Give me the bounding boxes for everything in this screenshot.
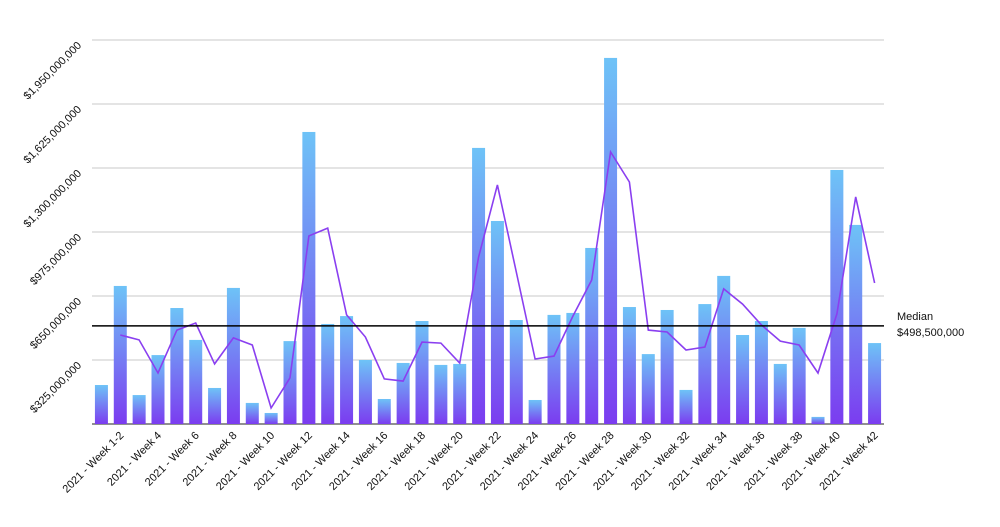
y-tick-label: $325,000,000: [28, 360, 84, 416]
bar: [660, 309, 674, 424]
bar: [849, 224, 863, 424]
bar: [622, 307, 636, 424]
bar: [868, 343, 882, 424]
bar: [453, 363, 467, 424]
y-tick-label: $1,625,000,000: [22, 104, 85, 167]
median-name: Median: [897, 311, 933, 323]
bar: [226, 287, 240, 424]
bar: [830, 169, 844, 424]
bar: [208, 387, 222, 424]
bar: [792, 327, 806, 424]
bar: [340, 316, 354, 424]
bar: [132, 395, 146, 424]
bar: [377, 398, 391, 424]
bar: [434, 364, 448, 424]
bar: [302, 131, 316, 424]
trend-line: [120, 149, 876, 410]
median-label: $498,500,000: [897, 327, 964, 339]
bar: [604, 57, 618, 425]
bar: [283, 341, 297, 424]
bar: [773, 363, 787, 424]
bar: [490, 220, 504, 424]
y-tick-label: $1,950,000,000: [22, 40, 85, 103]
bar: [754, 321, 768, 424]
bar: [811, 416, 825, 424]
bar: [509, 320, 523, 424]
bar: [679, 389, 693, 424]
bar: [547, 314, 561, 424]
bar: [151, 355, 165, 424]
bar: [472, 147, 486, 424]
bar: [189, 339, 203, 424]
y-tick-label: $1,300,000,000: [22, 168, 85, 231]
bar: [321, 323, 335, 424]
bar: [396, 362, 410, 424]
bar: [264, 412, 278, 424]
bar: [717, 275, 731, 424]
bar: [113, 285, 127, 424]
bar: [566, 312, 580, 424]
bar: [528, 399, 542, 424]
bar: [585, 247, 599, 424]
bar: [358, 360, 372, 424]
bar: [736, 334, 750, 424]
y-tick-label: $650,000,000: [28, 296, 84, 352]
bar: [698, 304, 712, 424]
y-tick-label: $975,000,000: [28, 232, 84, 288]
bar: [245, 402, 259, 424]
bar: [641, 354, 655, 424]
bar: [415, 321, 429, 424]
bar: [94, 385, 108, 424]
